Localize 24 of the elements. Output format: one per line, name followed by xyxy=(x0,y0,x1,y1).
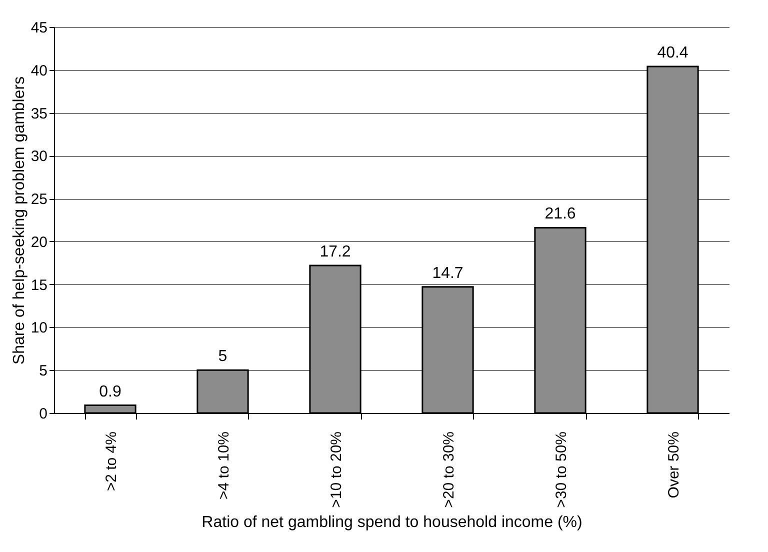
y-tick-label: 45 xyxy=(30,20,48,36)
x-tick-label: Over 50% xyxy=(665,432,682,498)
y-tick-label: 30 xyxy=(30,148,48,166)
x-axis-title: Ratio of net gambling spend to household income (%) xyxy=(202,514,582,531)
y-tick-label: 40 xyxy=(30,62,48,80)
y-tick-label: 35 xyxy=(30,105,48,122)
y-tick-label: 25 xyxy=(30,191,48,208)
x-tick-label: >2 to 4% xyxy=(102,432,120,492)
y-tick-label: 5 xyxy=(39,362,48,380)
data-label: 0.9 xyxy=(99,383,122,400)
x-tick-label: >10 to 20% xyxy=(328,432,345,508)
data-label: 21.6 xyxy=(544,206,576,223)
data-label: 40.4 xyxy=(657,44,688,62)
data-label: 17.2 xyxy=(320,243,351,260)
y-tick-label: 10 xyxy=(30,320,48,337)
data-label: 14.7 xyxy=(432,264,464,282)
x-tick-label: >20 to 30% xyxy=(440,432,458,508)
y-axis-title: Share of help-seeking problem gamblers xyxy=(10,76,28,365)
data-label: 5 xyxy=(218,348,228,366)
y-tick-label: 15 xyxy=(30,276,48,294)
y-tick-label: 0 xyxy=(39,406,48,422)
x-tick-label: >30 to 50% xyxy=(552,432,570,508)
x-tick-label: >4 to 10% xyxy=(215,432,232,500)
y-tick-label: 20 xyxy=(30,234,48,251)
